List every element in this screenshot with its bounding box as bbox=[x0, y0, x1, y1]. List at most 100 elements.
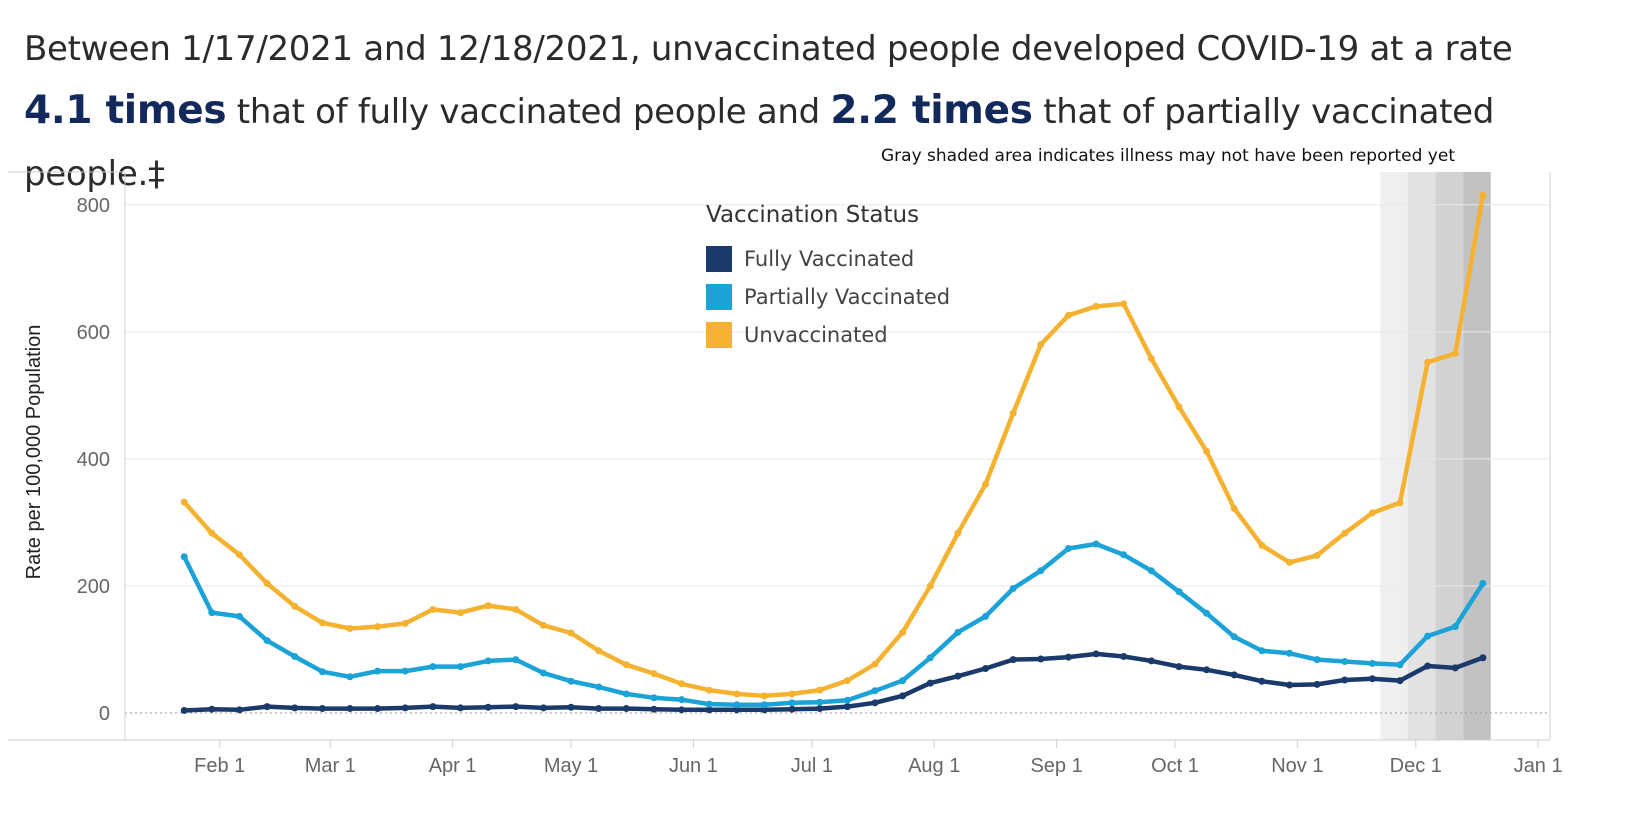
x-tick-label: Aug 1 bbox=[908, 755, 960, 777]
data-point-partially-vaccinated bbox=[180, 553, 188, 561]
data-point-partially-vaccinated bbox=[954, 628, 962, 636]
series-line-unvaccinated bbox=[181, 192, 1486, 699]
data-point-unvaccinated bbox=[457, 609, 465, 617]
data-point-partially-vaccinated bbox=[1092, 540, 1100, 548]
data-point-fully-vaccinated bbox=[429, 703, 437, 711]
legend-item-unvaccinated[interactable]: Unvaccinated bbox=[706, 316, 950, 354]
data-point-partially-vaccinated bbox=[208, 609, 216, 617]
data-point-unvaccinated bbox=[567, 629, 575, 637]
data-point-partially-vaccinated bbox=[733, 701, 741, 709]
data-point-unvaccinated bbox=[760, 692, 768, 700]
data-point-unvaccinated bbox=[1313, 551, 1321, 559]
data-point-partially-vaccinated bbox=[235, 612, 243, 620]
data-point-partially-vaccinated bbox=[1313, 656, 1321, 664]
data-point-partially-vaccinated bbox=[1037, 567, 1045, 575]
legend-item-fully-vaccinated[interactable]: Fully Vaccinated bbox=[706, 240, 950, 278]
data-point-unvaccinated bbox=[1009, 409, 1017, 417]
data-point-fully-vaccinated bbox=[291, 704, 299, 712]
data-point-fully-vaccinated bbox=[539, 704, 547, 712]
data-point-partially-vaccinated bbox=[1424, 632, 1432, 640]
data-point-partially-vaccinated bbox=[374, 667, 382, 675]
data-point-unvaccinated bbox=[1037, 341, 1045, 349]
data-point-partially-vaccinated bbox=[512, 656, 520, 664]
data-point-partially-vaccinated bbox=[1396, 661, 1404, 669]
data-point-fully-vaccinated bbox=[1368, 675, 1376, 683]
data-point-partially-vaccinated bbox=[843, 696, 851, 704]
data-point-partially-vaccinated bbox=[1147, 567, 1155, 575]
data-point-unvaccinated bbox=[1203, 447, 1211, 455]
data-point-partially-vaccinated bbox=[760, 701, 768, 709]
title-highlight-2: 2.2 times bbox=[830, 88, 1033, 133]
legend-swatch bbox=[706, 322, 732, 348]
legend-label: Fully Vaccinated bbox=[744, 247, 915, 271]
data-point-partially-vaccinated bbox=[678, 696, 686, 704]
data-point-fully-vaccinated bbox=[899, 692, 907, 700]
data-point-fully-vaccinated bbox=[263, 703, 271, 711]
x-tick-label: Nov 1 bbox=[1271, 755, 1323, 777]
y-axis-label: Rate per 100,000 Population bbox=[23, 325, 45, 580]
data-point-fully-vaccinated bbox=[678, 706, 686, 714]
data-point-fully-vaccinated bbox=[816, 705, 824, 713]
data-point-unvaccinated bbox=[899, 628, 907, 636]
data-point-unvaccinated bbox=[926, 582, 934, 590]
data-point-fully-vaccinated bbox=[180, 706, 188, 714]
data-point-unvaccinated bbox=[1396, 499, 1404, 507]
data-point-fully-vaccinated bbox=[567, 703, 575, 711]
y-tick-label: 800 bbox=[77, 195, 110, 217]
data-point-unvaccinated bbox=[374, 623, 382, 631]
data-point-partially-vaccinated bbox=[1120, 551, 1128, 559]
data-point-fully-vaccinated bbox=[926, 679, 934, 687]
title-part-3: that of partially vaccinated people.‡ bbox=[24, 92, 1495, 194]
data-point-fully-vaccinated bbox=[871, 699, 879, 707]
chart-title: Between 1/17/2021 and 12/18/2021, unvacc… bbox=[24, 18, 1584, 205]
data-point-fully-vaccinated bbox=[318, 705, 326, 713]
x-tick-label: Apr 1 bbox=[429, 755, 477, 777]
x-tick-label: Feb 1 bbox=[194, 755, 245, 777]
data-point-fully-vaccinated bbox=[484, 703, 492, 711]
data-point-partially-vaccinated bbox=[429, 663, 437, 671]
data-point-fully-vaccinated bbox=[1396, 677, 1404, 685]
data-point-partially-vaccinated bbox=[401, 667, 409, 675]
data-point-fully-vaccinated bbox=[235, 706, 243, 714]
x-tick-label: Jan 1 bbox=[1514, 755, 1563, 777]
data-point-fully-vaccinated bbox=[1451, 664, 1459, 672]
x-tick-label: Dec 1 bbox=[1390, 755, 1442, 777]
data-point-unvaccinated bbox=[484, 602, 492, 610]
data-point-partially-vaccinated bbox=[1230, 633, 1238, 641]
data-point-fully-vaccinated bbox=[1230, 671, 1238, 679]
y-tick-label: 200 bbox=[77, 576, 110, 598]
data-point-unvaccinated bbox=[512, 605, 520, 613]
data-point-fully-vaccinated bbox=[650, 705, 658, 713]
y-tick-label: 0 bbox=[99, 703, 110, 725]
data-point-partially-vaccinated bbox=[650, 694, 658, 702]
data-point-partially-vaccinated bbox=[595, 683, 603, 691]
data-point-fully-vaccinated bbox=[401, 704, 409, 712]
x-tick-label: Sep 1 bbox=[1030, 755, 1082, 777]
legend-label: Unvaccinated bbox=[744, 323, 888, 347]
data-point-partially-vaccinated bbox=[871, 687, 879, 695]
data-point-fully-vaccinated bbox=[1285, 681, 1293, 689]
x-tick-label: Jun 1 bbox=[669, 755, 718, 777]
x-tick-label: Oct 1 bbox=[1151, 755, 1199, 777]
data-point-fully-vaccinated bbox=[760, 706, 768, 714]
data-point-fully-vaccinated bbox=[1341, 676, 1349, 684]
data-point-fully-vaccinated bbox=[595, 705, 603, 713]
data-point-unvaccinated bbox=[1479, 191, 1487, 199]
data-point-fully-vaccinated bbox=[954, 672, 962, 680]
data-point-partially-vaccinated bbox=[539, 669, 547, 677]
data-point-fully-vaccinated bbox=[1147, 657, 1155, 665]
data-point-partially-vaccinated bbox=[291, 652, 299, 660]
data-point-unvaccinated bbox=[1258, 541, 1266, 549]
shaded-period-1 bbox=[1380, 172, 1408, 740]
data-point-fully-vaccinated bbox=[1009, 656, 1017, 664]
shaded-period-3 bbox=[1435, 172, 1464, 740]
data-point-unvaccinated bbox=[622, 661, 630, 669]
data-point-fully-vaccinated bbox=[1037, 655, 1045, 663]
legend-item-partially-vaccinated[interactable]: Partially Vaccinated bbox=[706, 278, 950, 316]
data-point-unvaccinated bbox=[401, 619, 409, 627]
legend-items: Fully Vaccinated Partially Vaccinated Unva… bbox=[706, 240, 950, 354]
data-point-partially-vaccinated bbox=[318, 668, 326, 676]
data-point-unvaccinated bbox=[650, 670, 658, 678]
data-point-partially-vaccinated bbox=[1203, 609, 1211, 617]
